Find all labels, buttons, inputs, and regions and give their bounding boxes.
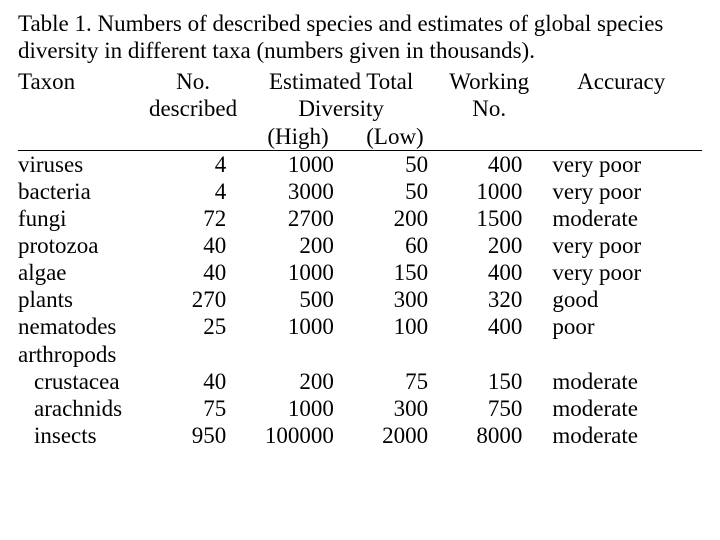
cell-low: 300	[352, 395, 438, 422]
cell-taxon: crustacea	[18, 368, 142, 395]
species-table: Taxon No. Estimated Total Working Accura…	[18, 68, 702, 449]
cell-working: 750	[438, 395, 540, 422]
cell-working: 8000	[438, 422, 540, 449]
table-row: nematodes251000100400poor	[18, 313, 702, 340]
header-row-3: (High) (Low)	[18, 123, 702, 151]
table-row: viruses4100050400very poor	[18, 150, 702, 178]
hdr-diversity: Diversity	[244, 95, 438, 122]
cell-taxon: arthropods	[18, 341, 142, 368]
cell-low: 75	[352, 368, 438, 395]
hdr-working-2: No.	[438, 95, 540, 122]
cell-described: 40	[142, 232, 244, 259]
cell-high: 1000	[244, 313, 352, 340]
cell-working: 1500	[438, 205, 540, 232]
cell-low: 200	[352, 205, 438, 232]
table-row: arachnids751000300750moderate	[18, 395, 702, 422]
cell-accuracy: very poor	[540, 178, 702, 205]
cell-accuracy: moderate	[540, 368, 702, 395]
cell-taxon: protozoa	[18, 232, 142, 259]
cell-high: 1000	[244, 150, 352, 178]
cell-described: 40	[142, 368, 244, 395]
cell-working: 400	[438, 150, 540, 178]
table-row: protozoa4020060200very poor	[18, 232, 702, 259]
table-row: arthropods	[18, 341, 702, 368]
table-row: bacteria43000501000very poor	[18, 178, 702, 205]
cell-low: 150	[352, 259, 438, 286]
cell-accuracy: moderate	[540, 422, 702, 449]
cell-described: 72	[142, 205, 244, 232]
cell-high: 1000	[244, 395, 352, 422]
cell-taxon: algae	[18, 259, 142, 286]
cell-high: 200	[244, 232, 352, 259]
table-row: plants270500300320good	[18, 286, 702, 313]
cell-described: 950	[142, 422, 244, 449]
cell-described: 75	[142, 395, 244, 422]
cell-accuracy: poor	[540, 313, 702, 340]
hdr-working: Working	[438, 68, 540, 95]
cell-high: 1000	[244, 259, 352, 286]
cell-described	[142, 341, 244, 368]
cell-taxon: arachnids	[18, 395, 142, 422]
cell-high: 2700	[244, 205, 352, 232]
cell-working: 320	[438, 286, 540, 313]
hdr-high: (High)	[244, 123, 352, 151]
header-row-1: Taxon No. Estimated Total Working Accura…	[18, 68, 702, 95]
cell-described: 25	[142, 313, 244, 340]
hdr-est-total: Estimated Total	[244, 68, 438, 95]
header-row-2: described Diversity No.	[18, 95, 702, 122]
cell-low: 300	[352, 286, 438, 313]
cell-described: 4	[142, 178, 244, 205]
cell-described: 4	[142, 150, 244, 178]
cell-taxon: bacteria	[18, 178, 142, 205]
cell-low	[352, 341, 438, 368]
cell-low: 60	[352, 232, 438, 259]
cell-described: 270	[142, 286, 244, 313]
cell-taxon: insects	[18, 422, 142, 449]
cell-accuracy: moderate	[540, 205, 702, 232]
cell-working: 1000	[438, 178, 540, 205]
cell-accuracy: very poor	[540, 259, 702, 286]
cell-high: 3000	[244, 178, 352, 205]
table-row: fungi7227002001500moderate	[18, 205, 702, 232]
cell-high	[244, 341, 352, 368]
cell-accuracy	[540, 341, 702, 368]
hdr-accuracy: Accuracy	[540, 68, 702, 95]
table-caption: Table 1. Numbers of described species an…	[18, 10, 702, 64]
cell-working: 400	[438, 313, 540, 340]
cell-accuracy: good	[540, 286, 702, 313]
cell-high: 100000	[244, 422, 352, 449]
hdr-described-2: described	[142, 95, 244, 122]
cell-working: 150	[438, 368, 540, 395]
cell-accuracy: very poor	[540, 150, 702, 178]
cell-high: 200	[244, 368, 352, 395]
cell-described: 40	[142, 259, 244, 286]
table-body: viruses4100050400very poorbacteria430005…	[18, 150, 702, 449]
table-row: algae401000150400very poor	[18, 259, 702, 286]
cell-taxon: nematodes	[18, 313, 142, 340]
cell-working: 400	[438, 259, 540, 286]
cell-taxon: fungi	[18, 205, 142, 232]
hdr-described: No.	[142, 68, 244, 95]
cell-accuracy: moderate	[540, 395, 702, 422]
table-row: crustacea4020075150moderate	[18, 368, 702, 395]
cell-low: 2000	[352, 422, 438, 449]
cell-low: 100	[352, 313, 438, 340]
cell-taxon: viruses	[18, 150, 142, 178]
hdr-low: (Low)	[352, 123, 438, 151]
table-row: insects95010000020008000moderate	[18, 422, 702, 449]
cell-high: 500	[244, 286, 352, 313]
hdr-taxon: Taxon	[18, 68, 142, 95]
cell-accuracy: very poor	[540, 232, 702, 259]
cell-taxon: plants	[18, 286, 142, 313]
cell-low: 50	[352, 150, 438, 178]
cell-working	[438, 341, 540, 368]
cell-working: 200	[438, 232, 540, 259]
cell-low: 50	[352, 178, 438, 205]
